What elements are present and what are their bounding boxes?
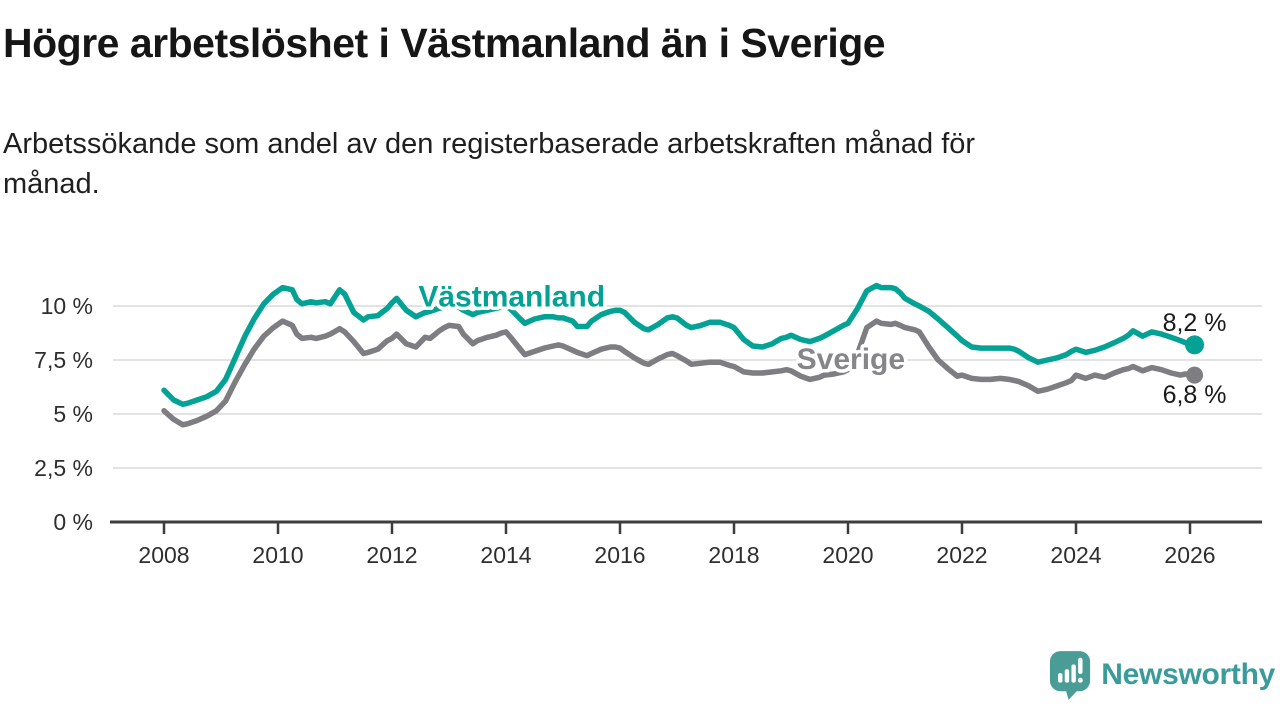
newsworthy-logo: Newsworthy bbox=[1048, 649, 1275, 700]
x-tick-label: 2024 bbox=[1050, 542, 1101, 568]
x-tick-label: 2010 bbox=[252, 542, 303, 568]
x-tick-label: 2008 bbox=[138, 542, 189, 568]
series-end-dot-sverige bbox=[1186, 366, 1204, 384]
series-end-dot-västmanland bbox=[1185, 335, 1205, 355]
chart-title: Högre arbetslöshet i Västmanland än i Sv… bbox=[3, 20, 886, 66]
speech-bubble-shape bbox=[1050, 651, 1091, 700]
series-label-sverige: Sverige bbox=[797, 343, 905, 376]
x-tick-label: 2022 bbox=[936, 542, 987, 568]
series-line-västmanland bbox=[161, 282, 1198, 408]
end-value-label-sverige: 6,8 % bbox=[1163, 381, 1227, 409]
x-tick-label: 2014 bbox=[480, 542, 531, 568]
y-tick-label: 2,5 % bbox=[34, 455, 93, 481]
x-tick-label: 2020 bbox=[822, 542, 873, 568]
x-tick-label: 2012 bbox=[366, 542, 417, 568]
logo-bar-large bbox=[1071, 664, 1077, 683]
logo-exclamation-bar bbox=[1078, 657, 1083, 675]
newsworthy-bubble-icon bbox=[1050, 651, 1091, 700]
end-value-label-västmanland: 8,2 % bbox=[1163, 309, 1227, 337]
x-tick-label: 2018 bbox=[708, 542, 759, 568]
x-tick-label: 2026 bbox=[1164, 542, 1215, 568]
x-tick-label: 2016 bbox=[594, 542, 645, 568]
logo-bar-medium bbox=[1065, 669, 1070, 683]
y-tick-label: 5 % bbox=[53, 401, 93, 427]
logo-bar-small bbox=[1058, 673, 1063, 683]
y-tick-label: 0 % bbox=[53, 509, 93, 535]
newsworthy-wordmark: Newsworthy bbox=[1101, 657, 1275, 691]
y-tick-label: 10 % bbox=[41, 293, 93, 319]
series-label-västmanland: Västmanland bbox=[418, 280, 605, 313]
series-line-sverige bbox=[161, 318, 1198, 428]
y-tick-label: 7,5 % bbox=[34, 347, 93, 373]
chart-subtitle: Arbetssökande som andel av den registerb… bbox=[3, 128, 976, 201]
logo-exclamation-dot bbox=[1078, 677, 1084, 683]
